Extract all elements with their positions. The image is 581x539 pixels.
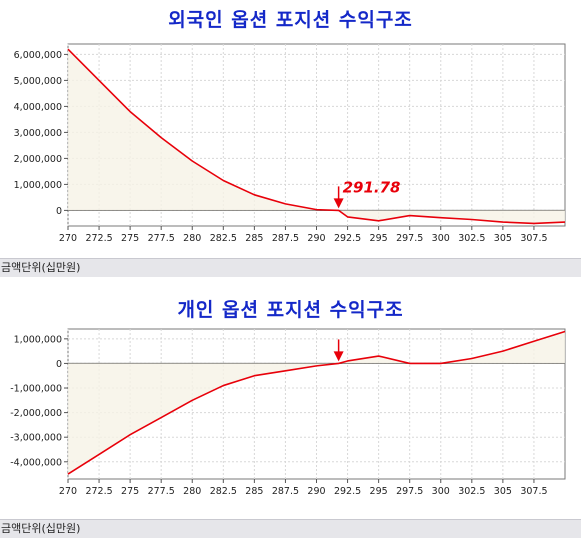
x-tick-label: 282.5 bbox=[210, 486, 237, 497]
x-tick-label: 300 bbox=[432, 233, 450, 244]
annotation-arrow-head bbox=[333, 351, 344, 362]
x-tick-label: 307.5 bbox=[520, 233, 547, 244]
series-area bbox=[68, 49, 565, 224]
chart-title: 개인 옵션 포지션 수익구조 bbox=[177, 299, 404, 321]
x-tick-label: 270 bbox=[59, 233, 77, 244]
x-tick-label: 287.5 bbox=[272, 486, 299, 497]
y-tick-label: 6,000,000 bbox=[14, 50, 62, 61]
x-tick-label: 295 bbox=[370, 233, 388, 244]
x-tick-label: 285 bbox=[245, 486, 263, 497]
y-tick-label: 2,000,000 bbox=[14, 154, 62, 165]
x-tick-label: 287.5 bbox=[272, 233, 299, 244]
y-tick-label: -4,000,000 bbox=[10, 457, 62, 468]
chart-title: 외국인 옵션 포지션 수익구조 bbox=[168, 9, 413, 31]
unit-label: 금액단위(십만원) bbox=[0, 258, 581, 277]
x-tick-label: 280 bbox=[183, 486, 201, 497]
x-tick-label: 272.5 bbox=[85, 486, 112, 497]
x-tick-label: 282.5 bbox=[210, 233, 237, 244]
y-tick-label: 3,000,000 bbox=[14, 128, 62, 139]
x-tick-label: 297.5 bbox=[396, 486, 423, 497]
y-tick-label: 5,000,000 bbox=[14, 76, 62, 87]
x-tick-label: 292.5 bbox=[334, 486, 361, 497]
x-tick-label: 292.5 bbox=[334, 233, 361, 244]
x-tick-label: 302.5 bbox=[458, 233, 485, 244]
x-tick-label: 272.5 bbox=[85, 233, 112, 244]
x-tick-label: 297.5 bbox=[396, 233, 423, 244]
foreign-profit-chart: 6,000,000 5,000,000 4,000,000 3,000,000 2,00… bbox=[14, 43, 566, 244]
series-area bbox=[68, 331, 565, 475]
foreign-options-panel: 외국인 옵션 포지션 수익구조 6,000,000 5,000,000 4,000,… bbox=[0, 9, 581, 277]
x-tick-label: 305 bbox=[494, 233, 512, 244]
series-line bbox=[67, 48, 566, 225]
y-tick-label: 1,000,000 bbox=[14, 334, 62, 345]
individual-options-panel: 개인 옵션 포지션 수익구조 1,000,000 0 -1,000,000 -2,00… bbox=[0, 288, 581, 539]
x-tick-label: 275 bbox=[121, 233, 139, 244]
x-tick-label: 277.5 bbox=[148, 233, 175, 244]
x-tick-label: 307.5 bbox=[520, 486, 547, 497]
y-tick-label: -3,000,000 bbox=[10, 433, 62, 444]
x-tick-label: 290 bbox=[307, 233, 325, 244]
x-tick-label: 280 bbox=[183, 233, 201, 244]
annotation-arrow-head bbox=[333, 198, 344, 209]
y-tick-label: 1,000,000 bbox=[14, 180, 62, 191]
series-line bbox=[67, 330, 566, 475]
x-tick-label: 285 bbox=[245, 233, 263, 244]
x-tick-label: 270 bbox=[59, 486, 77, 497]
x-tick-label: 302.5 bbox=[458, 486, 485, 497]
x-tick-label: 277.5 bbox=[148, 486, 175, 497]
x-tick-label: 305 bbox=[494, 486, 512, 497]
y-tick-label: 4,000,000 bbox=[14, 102, 62, 113]
individual-profit-chart: 1,000,000 0 -1,000,000 -2,000,000 -3,000,000… bbox=[10, 328, 566, 497]
x-tick-label: 295 bbox=[370, 486, 388, 497]
x-tick-label: 300 bbox=[432, 486, 450, 497]
y-tick-label: 0 bbox=[56, 359, 62, 370]
unit-label: 금액단위(십만원) bbox=[0, 519, 581, 538]
annotation-label: 291.78 bbox=[343, 178, 401, 196]
y-tick-label: 0 bbox=[56, 206, 62, 217]
x-tick-label: 275 bbox=[121, 486, 139, 497]
y-tick-label: -2,000,000 bbox=[10, 408, 62, 419]
x-tick-label: 290 bbox=[307, 486, 325, 497]
y-tick-label: -1,000,000 bbox=[10, 384, 62, 395]
